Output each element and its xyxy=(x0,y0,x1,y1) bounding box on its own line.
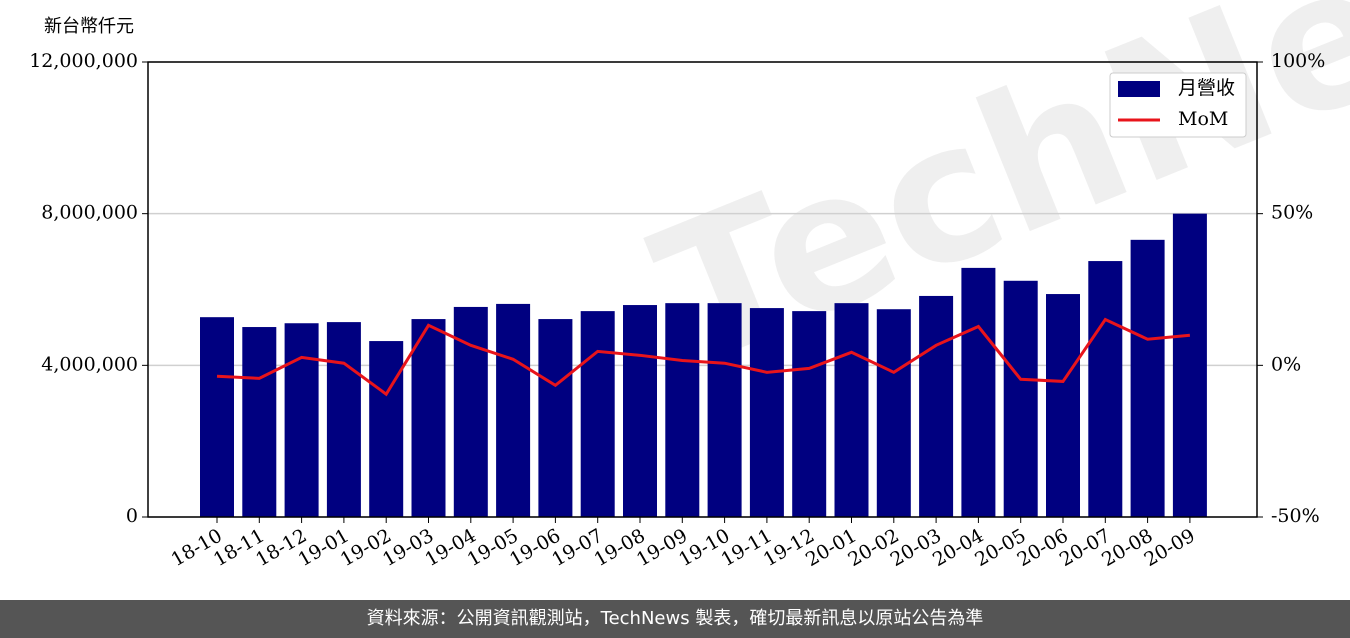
bar xyxy=(749,308,784,517)
y2-tick-label: 100% xyxy=(1271,50,1325,72)
bar xyxy=(326,322,361,517)
bar xyxy=(834,303,869,517)
bar xyxy=(961,267,996,517)
bar xyxy=(707,303,742,517)
bar xyxy=(876,309,911,517)
bar xyxy=(496,303,531,517)
y-tick-label: 8,000,000 xyxy=(41,202,138,224)
bar xyxy=(1130,239,1165,517)
line xyxy=(216,317,1191,397)
bar xyxy=(200,317,234,517)
bar xyxy=(1172,213,1207,517)
bar xyxy=(1046,294,1080,517)
legend-label: 月營收 xyxy=(1178,77,1235,99)
bar xyxy=(538,319,573,517)
bar xyxy=(665,303,700,517)
bar xyxy=(623,305,657,517)
y-tick-label: 4,000,000 xyxy=(41,353,138,375)
plot-frame xyxy=(147,61,1258,518)
bar xyxy=(369,341,404,517)
bar xyxy=(284,323,319,517)
chart: TechNews 新台幣仟元 04,000,0008,000,00012,000… xyxy=(29,0,1350,571)
legend-label: MoM xyxy=(1178,108,1228,130)
bar xyxy=(792,311,827,517)
bar xyxy=(1003,280,1038,517)
bar xyxy=(1088,261,1123,517)
footer: 資料來源：公開資訊觀測站，TechNews 製表，確切最新訊息以原站公告為準 xyxy=(0,600,1350,638)
y2-tick-label: -50% xyxy=(1271,505,1320,527)
bar xyxy=(580,311,615,517)
bar xyxy=(919,295,954,517)
bar xyxy=(411,319,446,517)
legend-swatch xyxy=(1118,81,1160,97)
y-tick-label: 12,000,000 xyxy=(29,50,138,72)
y2-tick-label: 50% xyxy=(1271,202,1313,224)
y-tick-label: 0 xyxy=(126,505,138,527)
bar xyxy=(453,306,488,517)
y-axis-label: 新台幣仟元 xyxy=(44,16,134,37)
bar xyxy=(242,327,277,517)
y2-tick-label: 0% xyxy=(1271,353,1301,375)
